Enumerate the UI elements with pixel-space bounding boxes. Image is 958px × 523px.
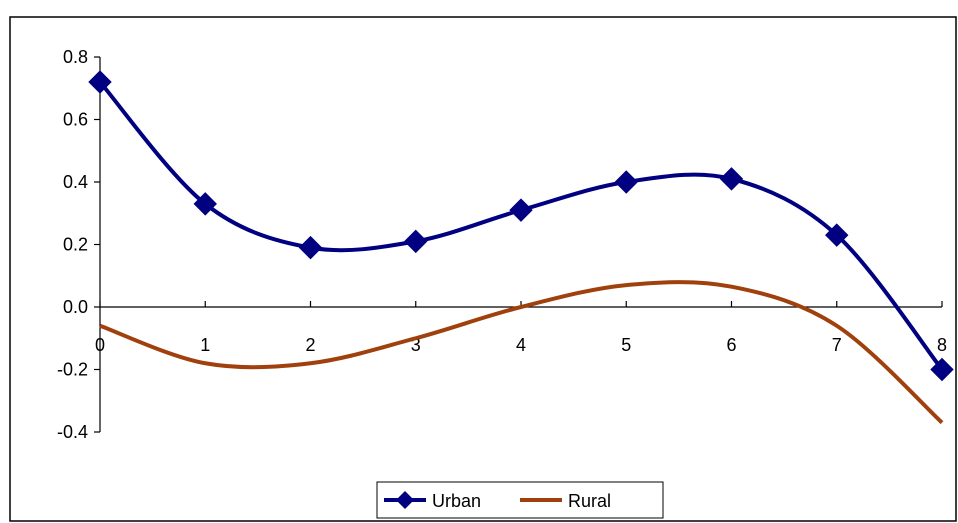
x-tick-label: 3 <box>411 335 421 355</box>
y-tick-label: -0.2 <box>57 360 88 380</box>
y-tick-label: 0.4 <box>63 172 88 192</box>
x-tick-label: 5 <box>621 335 631 355</box>
y-tick-label: 0.0 <box>63 297 88 317</box>
x-tick-label: 4 <box>516 335 526 355</box>
series-line-rural <box>99 280 944 425</box>
legend-label-urban: Urban <box>432 491 481 511</box>
data-point-urban <box>88 70 112 94</box>
data-point-urban <box>719 167 744 191</box>
data-point-urban <box>930 357 954 382</box>
data-point-urban <box>193 192 217 216</box>
x-tick-label: 7 <box>832 335 842 355</box>
chart-frame <box>9 16 957 522</box>
x-tick-label: 1 <box>200 335 210 355</box>
legend-marker-urban <box>396 491 414 509</box>
series-layer <box>88 70 954 425</box>
y-tick-label: 0.8 <box>63 47 88 67</box>
x-tick-label: 2 <box>305 335 315 355</box>
x-tick-label: 8 <box>937 335 947 355</box>
data-point-urban <box>404 229 428 254</box>
x-tick-label: 0 <box>95 335 105 355</box>
y-tick-label: 0.2 <box>63 235 88 255</box>
data-point-urban <box>614 170 638 194</box>
y-tick-label: -0.4 <box>57 422 88 442</box>
data-point-urban <box>298 235 323 260</box>
y-tick-label: 0.6 <box>63 110 88 130</box>
legend: Urban Rural <box>376 481 664 519</box>
data-point-urban <box>509 198 533 222</box>
x-tick-label: 6 <box>726 335 736 355</box>
legend-label-rural: Rural <box>568 491 611 511</box>
axes: 0.8 0.6 0.4 0.2 0.0 -0.2 -0.4 0 1 2 3 4 5 6 7 8 <box>57 47 947 442</box>
data-point-urban <box>825 223 849 247</box>
